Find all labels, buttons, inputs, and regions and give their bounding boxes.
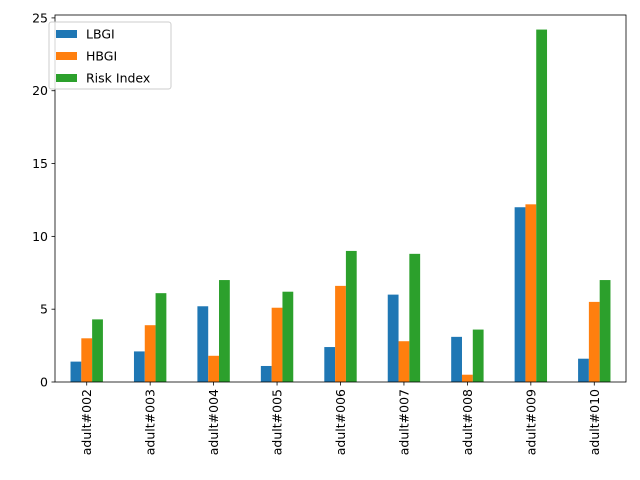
y-axis: 0 5 10 15 20 25 bbox=[32, 10, 55, 390]
bar-risk-index-adult004 bbox=[219, 280, 230, 382]
legend-label-lbgi: LBGI bbox=[86, 27, 115, 42]
x-tick-label: adult#006 bbox=[333, 389, 348, 455]
legend-label-hbgi: HBGI bbox=[86, 49, 117, 64]
bar-hbgi-adult006 bbox=[335, 285, 346, 382]
bar-risk-index-adult006 bbox=[345, 250, 357, 382]
bar-risk-index-adult003 bbox=[155, 293, 167, 382]
y-tick-label: 0 bbox=[40, 375, 48, 390]
x-tick-label: adult#005 bbox=[270, 389, 285, 455]
legend-swatch-lbgi bbox=[56, 30, 77, 38]
x-tick-label: adult#009 bbox=[523, 389, 538, 455]
bar-lbgi-adult003 bbox=[133, 351, 145, 382]
y-tick-label: 20 bbox=[32, 83, 48, 98]
x-tick-label: adult#003 bbox=[143, 389, 158, 455]
bar-lbgi-adult004 bbox=[197, 306, 209, 382]
bars-group bbox=[70, 29, 611, 383]
legend-swatch-risk-index bbox=[56, 74, 77, 82]
y-tick-label: 25 bbox=[32, 10, 48, 25]
bar-hbgi-adult003 bbox=[144, 325, 156, 382]
bar-hbgi-adult009 bbox=[525, 204, 537, 382]
bar-risk-index-adult005 bbox=[282, 291, 294, 382]
legend-box bbox=[48, 21, 172, 90]
bar-lbgi-adult008 bbox=[451, 336, 462, 382]
bar-hbgi-adult005 bbox=[271, 307, 283, 382]
y-tick-label: 5 bbox=[40, 302, 48, 317]
bar-hbgi-adult004 bbox=[208, 355, 220, 382]
bar-risk-index-adult010 bbox=[599, 280, 611, 382]
bar-lbgi-adult002 bbox=[70, 361, 82, 382]
bar-lbgi-adult006 bbox=[324, 347, 336, 382]
bar-lbgi-adult010 bbox=[578, 358, 589, 382]
bar-hbgi-adult008 bbox=[461, 374, 473, 382]
bar-risk-index-adult008 bbox=[472, 329, 484, 382]
bar-risk-index-adult007 bbox=[409, 253, 421, 382]
bar-lbgi-adult005 bbox=[260, 365, 272, 382]
y-tick-label: 15 bbox=[32, 156, 48, 171]
legend-swatch-hbgi bbox=[56, 52, 77, 60]
axes-frame bbox=[54, 14, 627, 383]
bar-lbgi-adult007 bbox=[387, 294, 399, 382]
bar-lbgi-adult009 bbox=[514, 207, 526, 382]
x-tick-label: adult#002 bbox=[79, 389, 94, 455]
legend-label-risk-index: Risk Index bbox=[86, 71, 150, 86]
y-tick-label: 10 bbox=[32, 229, 48, 244]
x-tick-label: adult#004 bbox=[206, 389, 221, 455]
bar-hbgi-adult002 bbox=[81, 338, 93, 382]
bar-hbgi-adult010 bbox=[588, 301, 600, 382]
bar-risk-index-adult009 bbox=[536, 29, 548, 383]
x-tick-label: adult#010 bbox=[587, 389, 602, 455]
bar-hbgi-adult007 bbox=[398, 341, 410, 382]
x-axis: adult#002 adult#003 adult#004 adult#005 adul… bbox=[79, 382, 602, 455]
legend: LBGI HBGI Risk Index bbox=[48, 21, 172, 90]
x-tick-label: adult#007 bbox=[396, 389, 411, 455]
bar-risk-index-adult002 bbox=[92, 319, 103, 382]
x-tick-label: adult#008 bbox=[460, 389, 475, 455]
